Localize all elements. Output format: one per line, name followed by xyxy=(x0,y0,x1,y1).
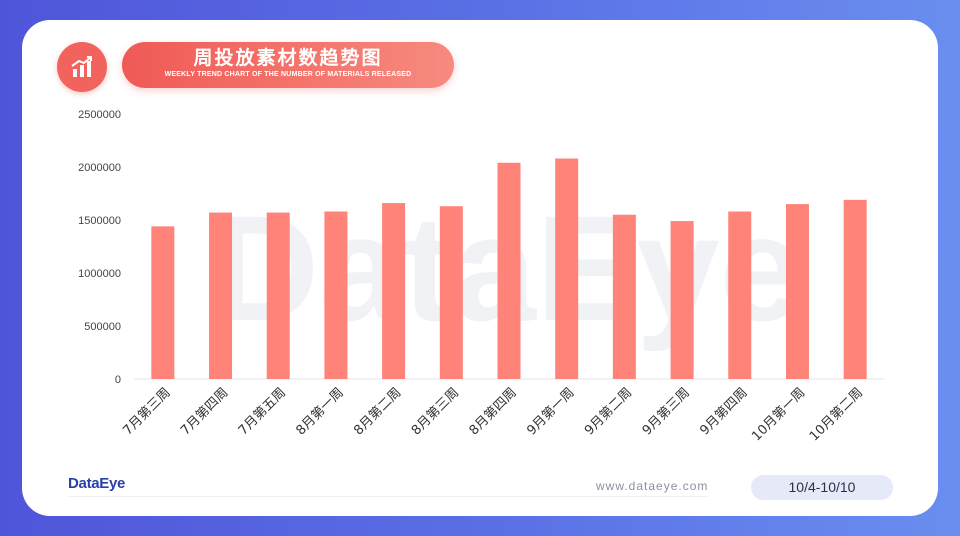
y-tick-label: 1000000 xyxy=(78,268,121,280)
x-tick-label: 8月第一周 xyxy=(294,385,347,438)
x-tick-label: 9月第二周 xyxy=(582,385,635,438)
bar xyxy=(785,204,809,379)
bar xyxy=(439,206,463,379)
chart-subtitle: WEEKLY TREND CHART OF THE NUMBER OF MATE… xyxy=(164,71,412,78)
y-tick-label: 2500000 xyxy=(78,109,121,121)
date-range-badge: 10/4-10/10 xyxy=(751,475,893,500)
x-tick-label: 8月第二周 xyxy=(351,385,404,438)
chart-title-banner: 周投放素材数趋势图 WEEKLY TREND CHART OF THE NUMB… xyxy=(122,42,454,88)
bar xyxy=(728,211,752,379)
x-tick-label: 7月第五周 xyxy=(236,385,289,438)
y-tick-label: 500000 xyxy=(84,321,121,333)
x-tick-label: 9月第四周 xyxy=(697,385,750,438)
bar xyxy=(612,214,636,379)
x-tick-label: 9月第三周 xyxy=(640,385,693,438)
y-tick-label: 2000000 xyxy=(78,162,121,174)
brand-logo: DataEye xyxy=(68,475,126,492)
x-tick-label: 7月第四周 xyxy=(178,385,231,438)
bar xyxy=(209,212,233,379)
bar-chart-trend-icon xyxy=(57,42,107,92)
footer-divider xyxy=(68,496,708,497)
bar xyxy=(266,212,290,379)
bar xyxy=(555,158,579,379)
bar xyxy=(151,226,175,379)
x-tick-label: 9月第一周 xyxy=(524,385,577,438)
chart-card: 周投放素材数趋势图 WEEKLY TREND CHART OF THE NUMB… xyxy=(22,20,938,516)
y-tick-label: 1500000 xyxy=(78,215,121,227)
chart-title: 周投放素材数趋势图 xyxy=(193,47,383,69)
bar xyxy=(670,221,694,379)
bar xyxy=(382,203,406,379)
x-tick-label: 7月第三周 xyxy=(120,385,173,438)
bar-chart: DataEye 05000001000000150000020000002500… xyxy=(78,109,884,444)
bar xyxy=(324,211,348,379)
x-tick-label: 10月第一周 xyxy=(749,385,808,444)
bar xyxy=(497,162,521,379)
y-tick-label: 0 xyxy=(115,374,121,386)
x-tick-label: 10月第二周 xyxy=(807,385,866,444)
x-tick-label: 8月第三周 xyxy=(409,385,462,438)
bar xyxy=(843,199,867,379)
website-text: www.dataeye.com xyxy=(596,479,709,493)
x-tick-label: 8月第四周 xyxy=(467,385,520,438)
